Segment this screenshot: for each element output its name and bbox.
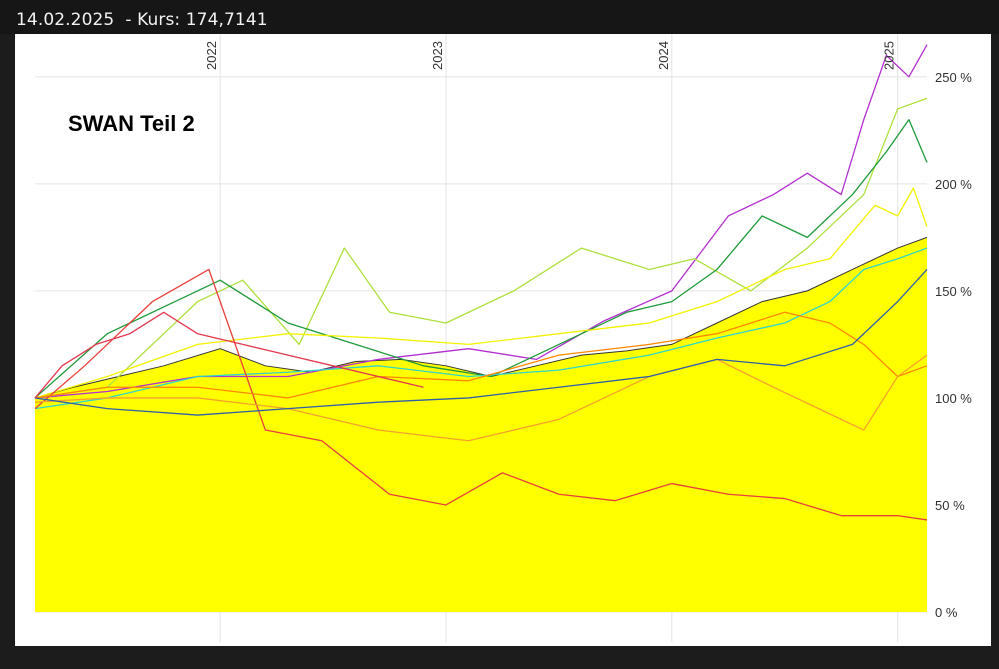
x-tick-label: 2025	[882, 41, 897, 70]
chart-frame: 0 % 50 % 100 % 150 % 200 % 250 % 2022 2023 2024…	[15, 34, 991, 646]
y-tick-label: 0 %	[935, 605, 958, 620]
quote-date: 14.02.2025	[16, 10, 115, 30]
series-line	[34, 97, 928, 399]
area-layer	[34, 236, 928, 613]
series-line	[34, 268, 928, 521]
x-tick-label: 2022	[204, 41, 219, 70]
series-line	[34, 269, 928, 416]
y-tick-label: 250 %	[935, 70, 972, 85]
series-line	[34, 354, 928, 442]
series-line	[34, 247, 928, 410]
bottom-strip	[0, 646, 999, 669]
header-bar: 14.02.2025 - Kurs: 174,7141	[0, 0, 999, 34]
area-fill	[35, 237, 927, 613]
chart-title: SWAN Teil 2	[68, 111, 195, 136]
series-line	[34, 118, 928, 399]
series-line	[34, 311, 928, 399]
quote-header: 14.02.2025 - Kurs: 174,7141	[16, 10, 268, 30]
lines-layer	[34, 44, 928, 521]
y-tick-label: 150 %	[935, 284, 972, 299]
x-tick-label: 2024	[656, 41, 671, 70]
y-tick-label: 200 %	[935, 177, 972, 192]
x-tick-layer: 2022 2023 2024 2025	[204, 41, 896, 70]
x-tick-label: 2023	[430, 41, 445, 70]
y-tick-layer: 0 % 50 % 100 % 150 % 200 % 250 %	[935, 70, 972, 620]
y-tick-label: 100 %	[935, 391, 972, 406]
series-line	[34, 44, 928, 399]
chart-svg: 0 % 50 % 100 % 150 % 200 % 250 % 2022 2023 2024…	[34, 34, 972, 642]
series-line	[34, 311, 424, 399]
quote-label: - Kurs:	[125, 10, 181, 30]
y-tick-label: 50 %	[935, 498, 965, 513]
quote-value: 174,7141	[185, 10, 268, 30]
